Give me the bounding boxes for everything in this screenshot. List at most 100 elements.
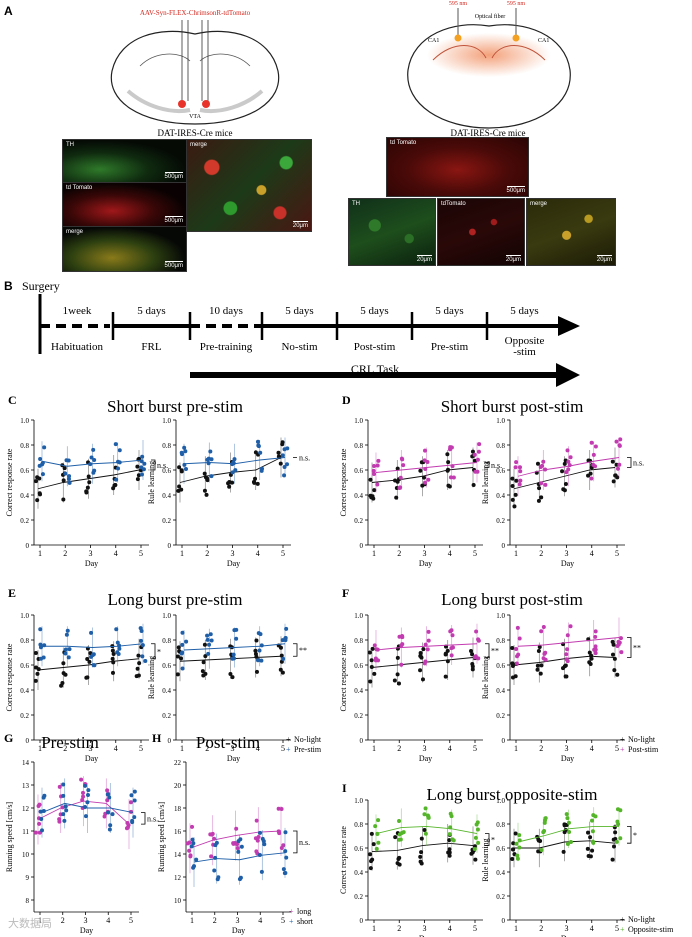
chart-i-right-ytick-label: 0 [502,917,506,925]
chart-d-left-stim-point [423,480,428,485]
chart-c-left-nolight-point [37,491,42,496]
chart-f-left-nolight-point [392,678,397,683]
chart-i-left-sig-bracket [485,833,490,846]
chart-i-right-stim-point [515,856,520,861]
chart-d-right-stim-point [589,440,594,445]
chart-e-left-ytick-label: 0 [26,737,30,745]
chart-i-right-nolight-point [590,848,595,853]
chart-d-left-nolight-point [369,495,374,500]
injection-site-left [178,100,186,108]
chart-c-right-nolight-point [202,471,207,476]
chart-i-left-stim-point [422,812,427,817]
legend-nolight-marker: + [620,735,625,744]
chart-d-right-ytick-label: 0.8 [496,442,505,450]
chart-i-left-nolight-point [447,850,452,855]
chart-e-right-stim-point [281,656,286,661]
chart-d-left-nolight-point [471,482,476,487]
chart-f-right-stim-point [615,644,620,649]
chart-d-left-stim-point [398,475,403,480]
chart-e-right-stim-point [234,636,239,641]
speed-h-a-point [187,848,192,853]
chart-d-left-nolight-point [394,495,399,500]
chart-c-right-stim-point [232,457,237,462]
chart-d-right-stim-point [513,465,518,470]
legend-short-label: short [297,917,314,926]
chart-c-left-stim-point [67,480,72,485]
chart-e-right-stim-point [207,642,212,647]
chart-i-right-stim-point [565,841,570,846]
chart-f-left-nolight-point [443,651,448,656]
chart-e-right-stim-line [183,643,286,651]
chart-e-left-xtick-label: 4 [114,744,118,753]
speed-g-b-point [86,788,91,793]
chart-i-right-nolight-point [611,844,616,849]
chart-i-right-xtick-label: 2 [539,924,543,933]
ca1-label-right: CA1 [538,38,549,44]
chart-c-right-nolight-point [252,480,257,485]
chart-e-right-nolight-point [230,675,235,680]
brain-schematic-vta: AAV-Syn-FLEX-ChrimsonR-tdTomato VTA [110,9,280,125]
chart-f-right-nolight-point [563,674,568,679]
chart-e-right-nolight-point [254,638,259,643]
chart-i-right-ytick-label: 0.4 [496,869,505,877]
chart-e-left-stim-point [66,655,71,660]
chart-e-left-nolight-point [84,675,89,680]
speed-h-a-point [235,846,240,851]
chart-d-right-nolight-point [510,484,515,489]
chart-f-right-ylabel: Rule learning [481,656,490,699]
chart-e-left-ytick-label: 1.0 [20,612,29,620]
chart-d-right-ytick-label: 1.0 [496,417,505,425]
speed-h-a-point [254,818,259,823]
chart-f-right-stim-point [517,636,522,641]
chart-e-left-xlabel: Day [85,754,98,763]
speed-h-b-point [216,875,221,880]
chart-f-right-nolight-point [536,649,541,654]
chart-e-left-stim-point [115,640,120,645]
speed-g-a-point [79,777,84,782]
chart-e-left-stim-point [63,647,68,652]
chart-c-left-xtick-label: 2 [63,549,67,558]
chart-i-right-stim-point [568,839,573,844]
chart-i-right-nolight-point [586,854,591,859]
chart-d-right-stim-point [615,466,620,471]
chart-i-right-nolight-point [610,857,615,862]
speed-g-xtick-label: 5 [129,916,133,925]
chart-i-right-nolight-point [510,857,515,862]
chart-c-right-stim-point [233,468,238,473]
chart-d-left-nolight-point [445,452,450,457]
micrograph-merge-zoom: merge 20μm [186,139,312,232]
speed-h-xtick-label: 1 [190,916,194,925]
chart-c-left-xtick-label: 1 [38,549,42,558]
chart-f-right-stim-point [514,661,519,666]
chart-f-right-ytick-label: 0.4 [496,687,505,695]
chart-d-right-sig-bracket [627,457,632,468]
chart-c-left-stim-point [140,454,145,459]
chart-i-left-stim-point [399,830,404,835]
speed-g-ytick-label: 12 [22,805,30,813]
chart-c-left-stim-point [142,461,147,466]
chart-i-left-stim-point [473,835,478,840]
chart-e-left-stim-point [117,646,122,651]
chart-i-right-stim-point [567,829,572,834]
chart-c-right-stim-point [230,470,235,475]
micrograph-th-ca1: TH 20μm [348,198,436,266]
panel-letter-e: E [8,586,16,600]
chart-f-left-xlabel: Day [419,754,432,763]
chart-i-left-nolight-point [473,857,478,862]
chart-f-left-nolight-point [395,672,400,677]
legend-long-marker: + [289,907,294,916]
duration-frl: 5 days [137,305,166,317]
chart-c-right-xtick-label: 5 [281,549,285,558]
speed-g-a-point [105,788,110,793]
speed-g-a-point [105,798,110,803]
chart-e-left-nolight-point [61,661,66,666]
chart-f-left-nolight-point [367,650,372,655]
chart-c-left-stim-point [92,458,97,463]
chart-d-left-ytick-label: 0.6 [354,467,363,475]
chart-d-right-nolight-point [560,469,565,474]
speed-g-a-point [33,830,38,835]
speed-g-a-point [57,784,62,789]
chart-f-left-stim-point [373,658,378,663]
chart-c-left-stim-point [114,477,119,482]
speed-g-a-point [124,826,129,831]
